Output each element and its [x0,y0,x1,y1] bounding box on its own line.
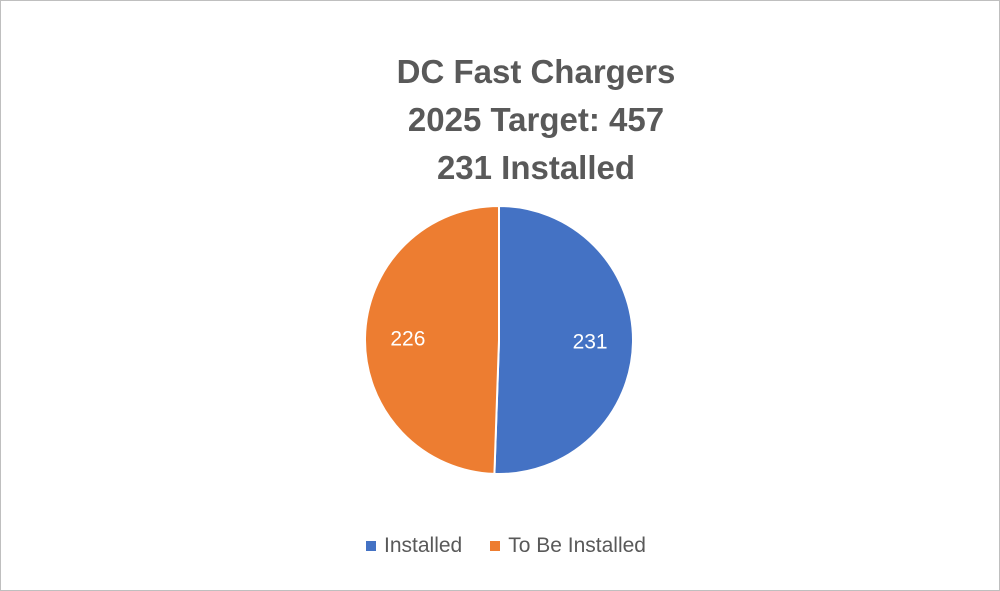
legend-swatch-to-be-installed [490,541,501,551]
pie-slice-installed [493,204,634,475]
legend-label-installed: Installed [384,534,463,557]
legend-swatch-installed [366,541,376,551]
data-label-installed: 231 [573,331,608,354]
pie-slice-to-be-installed [364,204,500,475]
legend-label-to-be-installed: To Be Installed [508,534,646,557]
chart-title-line-3: 231 Installed [436,149,636,186]
chart-title-line-2: 2025 Target: 457 [407,101,665,138]
chart-legend: Installed To Be Installed [0,534,1000,558]
chart-title-line-1: DC Fast Chargers [396,53,676,90]
chart-title: DC Fast Chargers 2025 Target: 457 231 In… [0,48,1000,192]
legend-item-installed: Installed [366,534,462,558]
legend-item-to-be-installed: To Be Installed [490,534,646,558]
data-label-to-be-installed: 226 [390,327,425,350]
